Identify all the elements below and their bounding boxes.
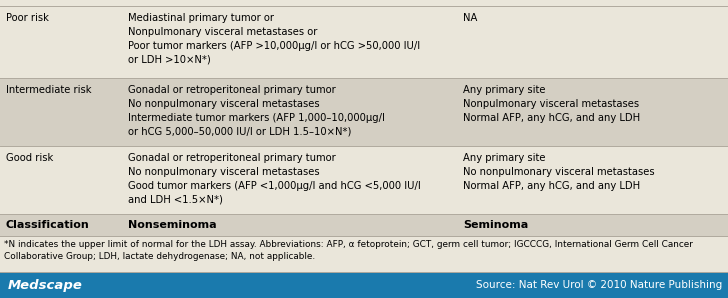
Text: Intermediate tumor markers (AFP 1,000–10,000µg/l: Intermediate tumor markers (AFP 1,000–10…	[128, 113, 385, 123]
Text: *N indicates the upper limit of normal for the LDH assay. Abbreviations: AFP, α : *N indicates the upper limit of normal f…	[4, 240, 693, 249]
Text: Any primary site: Any primary site	[463, 153, 545, 163]
Text: Seminoma: Seminoma	[463, 220, 529, 230]
Text: Mediastinal primary tumor or: Mediastinal primary tumor or	[128, 13, 274, 23]
Text: Any primary site: Any primary site	[463, 85, 545, 95]
Text: Intermediate risk: Intermediate risk	[6, 85, 92, 95]
Text: or hCG 5,000–50,000 IU/l or LDH 1.5–10×N*): or hCG 5,000–50,000 IU/l or LDH 1.5–10×N…	[128, 127, 352, 137]
Bar	[0, 146, 728, 214]
Text: Poor risk: Poor risk	[6, 13, 49, 23]
Bar	[0, 6, 728, 78]
Text: Source: Nat Rev Urol © 2010 Nature Publishing: Source: Nat Rev Urol © 2010 Nature Publi…	[476, 280, 722, 290]
Text: NA: NA	[463, 13, 478, 23]
Text: No nonpulmonary visceral metastases: No nonpulmonary visceral metastases	[128, 99, 320, 109]
Text: Good tumor markers (AFP <1,000µg/l and hCG <5,000 IU/l: Good tumor markers (AFP <1,000µg/l and h…	[128, 181, 421, 191]
Text: No nonpulmonary visceral metastases: No nonpulmonary visceral metastases	[463, 167, 654, 177]
Text: Gonadal or retroperitoneal primary tumor: Gonadal or retroperitoneal primary tumor	[128, 85, 336, 95]
Text: No nonpulmonary visceral metastases: No nonpulmonary visceral metastases	[128, 167, 320, 177]
Text: Good risk: Good risk	[6, 153, 53, 163]
Text: or LDH >10×N*): or LDH >10×N*)	[128, 55, 210, 65]
Text: Classification: Classification	[6, 220, 90, 230]
Text: Normal AFP, any hCG, and any LDH: Normal AFP, any hCG, and any LDH	[463, 113, 640, 123]
Text: and LDH <1.5×N*): and LDH <1.5×N*)	[128, 195, 223, 205]
Bar	[0, 236, 728, 272]
Bar	[0, 214, 728, 236]
Text: Normal AFP, any hCG, and any LDH: Normal AFP, any hCG, and any LDH	[463, 181, 640, 191]
Text: Collaborative Group; LDH, lactate dehydrogenase; NA, not applicable.: Collaborative Group; LDH, lactate dehydr…	[4, 252, 315, 261]
Bar	[0, 272, 728, 298]
Text: Nonpulmonary visceral metastases: Nonpulmonary visceral metastases	[463, 99, 639, 109]
Text: Poor tumor markers (AFP >10,000µg/l or hCG >50,000 IU/l: Poor tumor markers (AFP >10,000µg/l or h…	[128, 41, 420, 51]
Text: Nonseminoma: Nonseminoma	[128, 220, 217, 230]
Bar	[0, 78, 728, 146]
Text: Medscape: Medscape	[8, 279, 83, 291]
Text: Nonpulmonary visceral metastases or: Nonpulmonary visceral metastases or	[128, 27, 317, 37]
Text: Gonadal or retroperitoneal primary tumor: Gonadal or retroperitoneal primary tumor	[128, 153, 336, 163]
